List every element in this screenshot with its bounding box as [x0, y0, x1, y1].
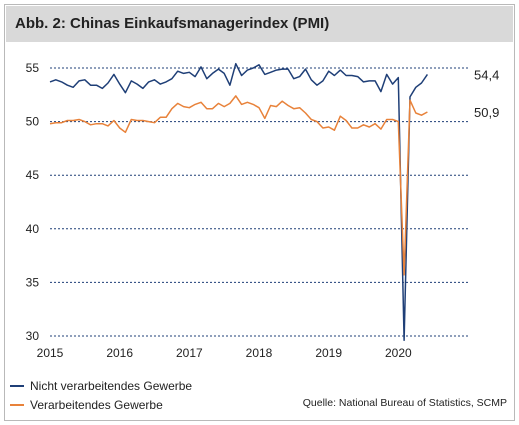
y-tick-label: 55	[26, 61, 40, 75]
chart-frame: Abb. 2: Chinas Einkaufsmanagerindex (PMI…	[4, 4, 515, 421]
series-line-nicht-verarbeitend	[49, 62, 429, 342]
legend-label-nicht-verarbeitend: Nicht verarbeitendes Gewerbe	[30, 378, 193, 393]
x-tick-label: 2019	[315, 346, 342, 360]
x-tick-label: 2017	[176, 346, 203, 360]
y-tick-label: 30	[26, 329, 40, 343]
x-tick-label: 2018	[246, 346, 273, 360]
legend-label-verarbeitend: Verarbeitendes Gewerbe	[30, 397, 163, 412]
legend-swatch-nicht-verarbeitend	[10, 384, 24, 387]
y-tick-label: 50	[26, 115, 40, 129]
x-tick-label: 2016	[106, 346, 133, 360]
x-tick-label: 2015	[37, 346, 64, 360]
end-label-verarbeitend: 50,9	[474, 105, 499, 120]
end-labels: 54,4 50,9	[474, 67, 499, 120]
legend-swatch-verarbeitend	[10, 403, 24, 406]
y-tick-label: 35	[26, 275, 40, 289]
legend-item-verarbeitend: Verarbeitendes Gewerbe	[10, 395, 192, 414]
title-bar: Abb. 2: Chinas Einkaufsmanagerindex (PMI…	[6, 6, 513, 42]
legend: Nicht verarbeitendes Gewerbe Verarbeiten…	[10, 376, 192, 414]
legend-item-nicht-verarbeitend: Nicht verarbeitendes Gewerbe	[10, 376, 192, 395]
source-note: Quelle: National Bureau of Statistics, S…	[302, 397, 507, 409]
x-tick-label: 2020	[385, 346, 412, 360]
series-lines	[49, 62, 429, 342]
y-tick-label: 45	[26, 168, 40, 182]
x-axis: 2015 2016 2017 2018 2019 2020	[37, 346, 412, 360]
chart-title: Abb. 2: Chinas Einkaufsmanagerindex (PMI…	[15, 15, 330, 32]
y-axis: 30 35 40 45 50 55	[26, 61, 40, 343]
end-label-nicht-verarbeitend: 54,4	[474, 67, 499, 82]
series-line-verarbeitend	[49, 95, 428, 276]
y-tick-label: 40	[26, 222, 40, 236]
